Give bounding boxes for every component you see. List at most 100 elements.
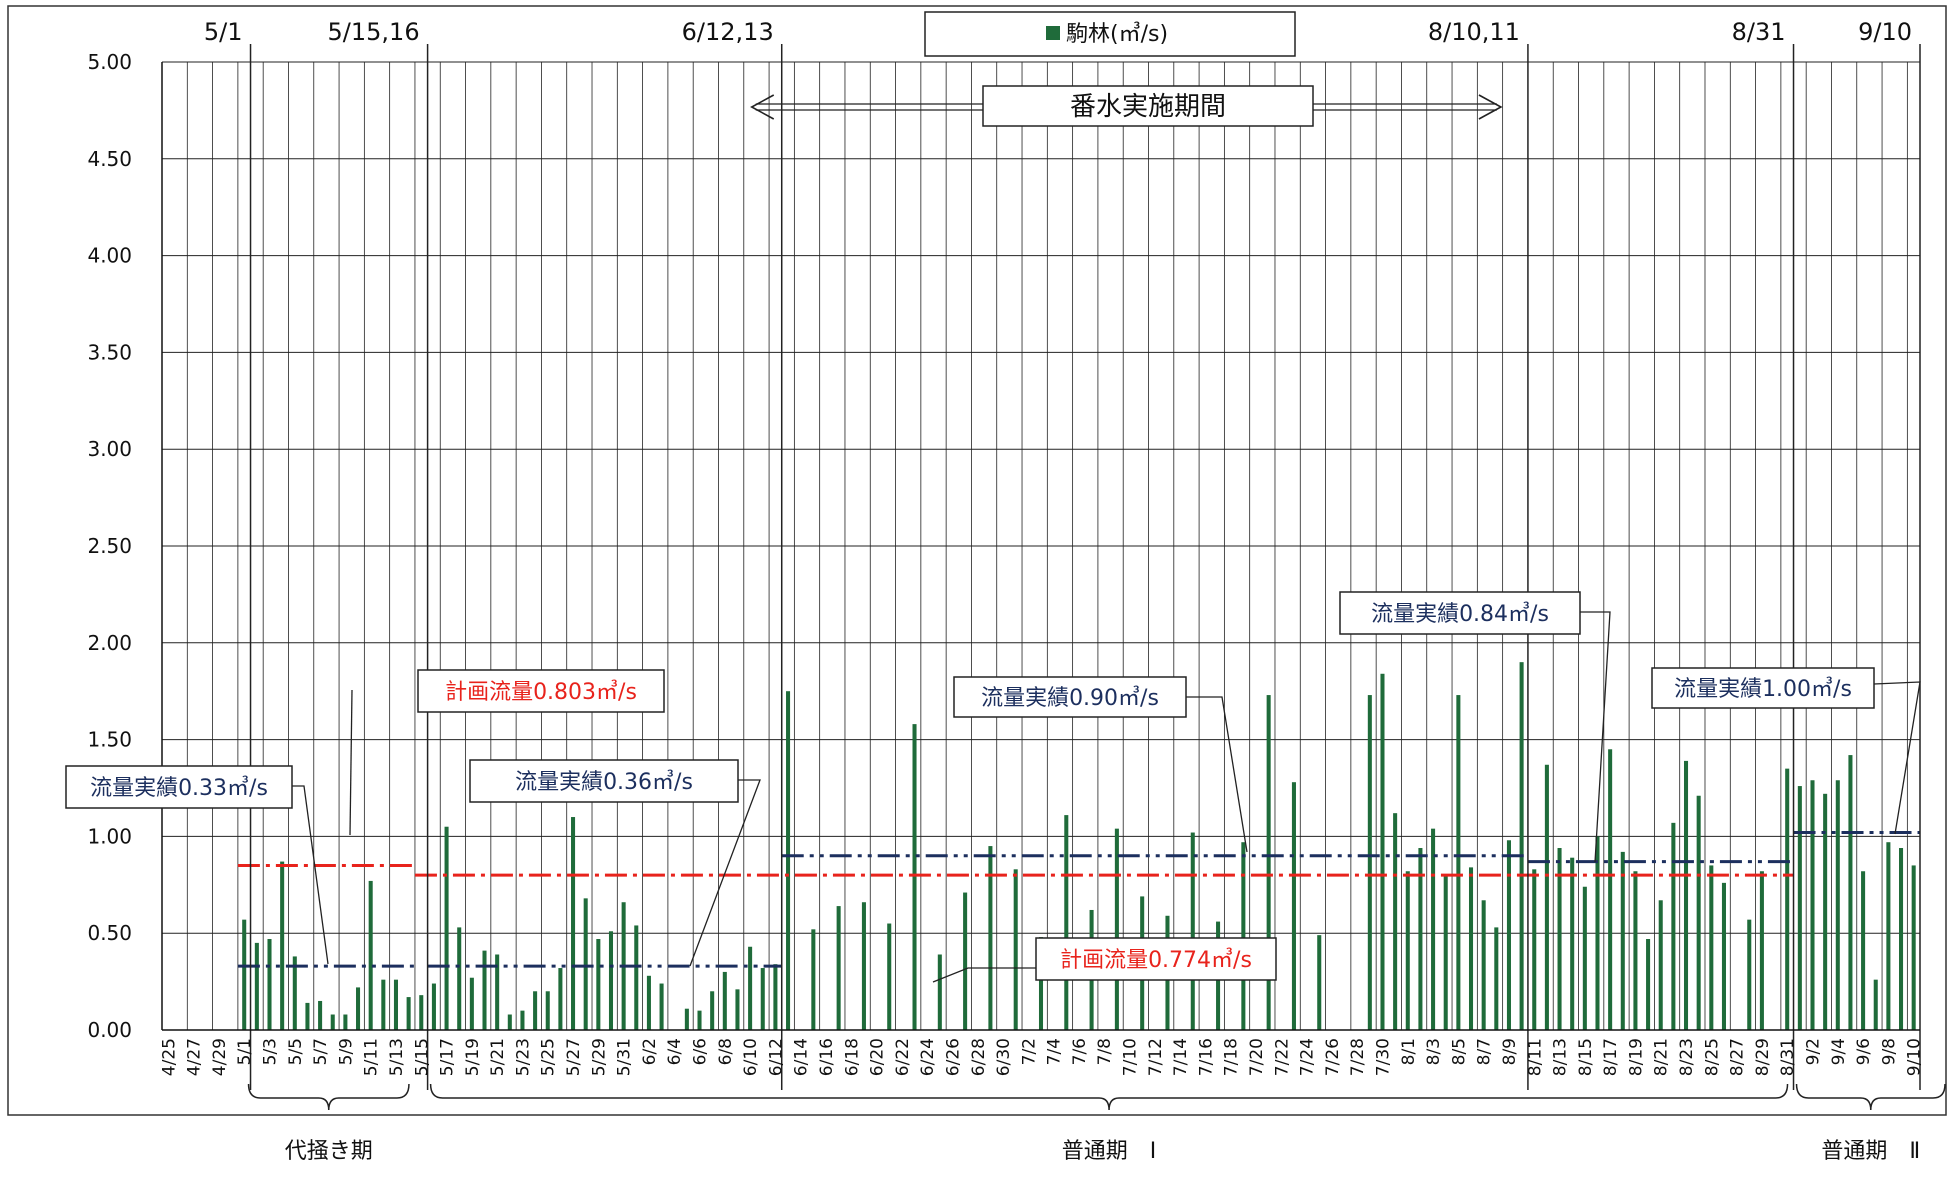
x-tick-label: 4/27 bbox=[185, 1038, 205, 1076]
callout-label: 計画流量0.774㎥/s bbox=[1060, 947, 1252, 973]
x-tick-label: 7/2 bbox=[1019, 1038, 1039, 1065]
period-label: 普通期 Ⅰ bbox=[1062, 1139, 1157, 1164]
bar bbox=[596, 939, 601, 1030]
x-tick-label: 9/2 bbox=[1803, 1038, 1823, 1065]
bar bbox=[1747, 919, 1752, 1030]
x-tick-label: 7/10 bbox=[1121, 1038, 1141, 1076]
bar bbox=[1886, 842, 1891, 1030]
callout-box bbox=[469, 759, 739, 803]
bar bbox=[1861, 871, 1866, 1030]
x-tick-label: 8/13 bbox=[1551, 1038, 1571, 1076]
bar bbox=[786, 691, 791, 1030]
y-tick-label: 4.00 bbox=[87, 244, 132, 268]
x-tick-label: 9/4 bbox=[1829, 1038, 1849, 1065]
axes: 0.00 0.50 1.00 1.50 2.00 2.50 3.00 3.50 4.00 4.50… bbox=[87, 18, 1924, 1076]
bar bbox=[444, 826, 449, 1030]
x-tick-label: 5/25 bbox=[539, 1038, 559, 1076]
x-tick-label: 6/14 bbox=[792, 1038, 812, 1076]
bar bbox=[545, 991, 550, 1030]
callout-box bbox=[417, 669, 665, 713]
x-tick-label: 7/28 bbox=[1348, 1038, 1368, 1076]
bar bbox=[722, 971, 727, 1030]
x-tick-label: 8/31 bbox=[1778, 1038, 1798, 1076]
bar bbox=[1595, 836, 1600, 1030]
bar bbox=[267, 939, 272, 1030]
x-tick-label: 7/6 bbox=[1070, 1038, 1090, 1065]
bar bbox=[659, 983, 664, 1030]
period-brace bbox=[429, 1083, 1789, 1111]
callout-label: 流量実績0.84㎥/s bbox=[1371, 601, 1549, 627]
bar bbox=[1544, 764, 1549, 1030]
bar bbox=[1582, 886, 1587, 1030]
bar bbox=[1797, 786, 1802, 1030]
x-tick-label: 5/31 bbox=[615, 1038, 635, 1076]
x-tick-label: 5/27 bbox=[564, 1038, 584, 1076]
x-tick-label: 6/22 bbox=[893, 1038, 913, 1076]
bar bbox=[583, 898, 588, 1030]
chart-frame bbox=[7, 5, 1947, 1116]
bar bbox=[1683, 760, 1689, 1030]
bar bbox=[836, 906, 841, 1030]
x-tick-label: 8/15 bbox=[1576, 1038, 1596, 1076]
bar bbox=[1431, 828, 1436, 1030]
y-tick-label: 5.00 bbox=[87, 50, 132, 74]
x-tick-label: 5/23 bbox=[513, 1038, 533, 1076]
x-tick-label: 8/23 bbox=[1677, 1038, 1697, 1076]
x-tick-label: 8/9 bbox=[1500, 1038, 1520, 1065]
x-tick-label: 7/22 bbox=[1272, 1038, 1292, 1076]
bar bbox=[356, 987, 361, 1030]
reference-lines bbox=[237, 831, 1920, 968]
period-arrow-head-right bbox=[1478, 94, 1503, 120]
callout-leader bbox=[1580, 611, 1611, 863]
period-brace bbox=[247, 1083, 410, 1111]
bar bbox=[533, 991, 538, 1030]
bar bbox=[1835, 780, 1840, 1030]
bar bbox=[1380, 673, 1385, 1030]
x-tick-label: 9/10 bbox=[1905, 1038, 1925, 1076]
bar bbox=[381, 979, 386, 1030]
bar bbox=[1114, 828, 1119, 1030]
bars bbox=[242, 662, 1916, 1030]
bar bbox=[1241, 842, 1246, 1030]
legend-label: 駒林(㎥/s) bbox=[1066, 21, 1168, 47]
bar bbox=[1418, 848, 1423, 1030]
x-tick-label: 8/25 bbox=[1702, 1038, 1722, 1076]
x-tick-label: 6/4 bbox=[665, 1038, 685, 1065]
x-tick-label: 6/12 bbox=[766, 1038, 786, 1076]
x-tick-label: 5/7 bbox=[311, 1038, 331, 1065]
bar bbox=[1506, 840, 1511, 1030]
x-tick-label: 8/29 bbox=[1753, 1038, 1773, 1076]
bar bbox=[1570, 857, 1575, 1030]
x-tick-label: 4/25 bbox=[159, 1038, 179, 1076]
bar bbox=[469, 977, 474, 1030]
callout-box bbox=[1339, 591, 1581, 635]
y-tick-label: 0.00 bbox=[87, 1018, 132, 1042]
bar bbox=[1013, 869, 1018, 1030]
bar bbox=[963, 892, 968, 1030]
x-tick-label: 7/14 bbox=[1171, 1038, 1191, 1076]
bar bbox=[773, 964, 778, 1030]
callout-box bbox=[1035, 937, 1277, 981]
bar bbox=[1709, 865, 1714, 1030]
bar bbox=[634, 925, 639, 1030]
x-tick-label: 7/30 bbox=[1373, 1038, 1393, 1076]
callout-label: 流量実績0.36㎥/s bbox=[515, 769, 693, 795]
bar bbox=[608, 931, 614, 1030]
x-tick-label: 5/3 bbox=[261, 1038, 281, 1065]
x-tick-label: 6/6 bbox=[691, 1038, 711, 1065]
bar bbox=[368, 880, 373, 1030]
bar bbox=[684, 1008, 689, 1030]
y-tick-label: 1.50 bbox=[87, 728, 132, 752]
period-label: 普通期 Ⅱ bbox=[1821, 1139, 1920, 1164]
bar bbox=[431, 983, 436, 1030]
callout-label: 流量実績0.90㎥/s bbox=[981, 685, 1159, 711]
bar bbox=[1064, 815, 1069, 1030]
x-tick-label: 7/8 bbox=[1095, 1038, 1115, 1065]
x-tick-label: 6/10 bbox=[741, 1038, 761, 1076]
bar bbox=[912, 724, 917, 1030]
callout-leader bbox=[292, 785, 329, 965]
y-tick-label: 1.00 bbox=[87, 824, 132, 848]
bar bbox=[760, 968, 765, 1030]
x-tick-label: 5/13 bbox=[387, 1038, 407, 1076]
